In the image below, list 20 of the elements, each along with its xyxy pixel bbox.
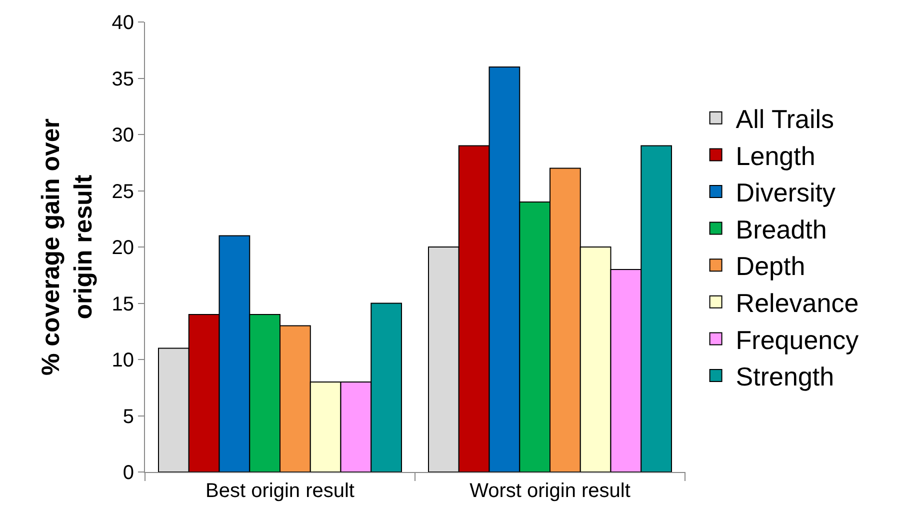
y-tick-label: 20 [112, 237, 134, 259]
y-tick-label: 25 [112, 180, 134, 203]
legend-label: All Trails [736, 104, 834, 134]
legend-label: Relevance [736, 288, 859, 318]
legend-label: Depth [736, 251, 806, 282]
legend-label: Length [736, 140, 816, 171]
y-tick-label: 0 [122, 462, 134, 484]
y-tick-label: 5 [122, 406, 134, 428]
legend-label: Breadth [736, 214, 827, 244]
x-tick-label: Worst origin result [470, 480, 631, 502]
legend-label: Frequency [736, 324, 859, 355]
y-tick-label: 35 [112, 68, 134, 90]
legend-label: Strength [736, 362, 834, 392]
y-axis-title: % coverage gain over origin result [37, 118, 98, 376]
y-tick-label: 40 [112, 12, 134, 34]
x-tick-label: Best origin result [206, 480, 355, 502]
y-tick-label: 10 [112, 350, 134, 372]
y-tick-label: 30 [112, 124, 134, 146]
legend-label: Diversity [736, 178, 836, 208]
y-tick-label: 15 [112, 293, 134, 316]
